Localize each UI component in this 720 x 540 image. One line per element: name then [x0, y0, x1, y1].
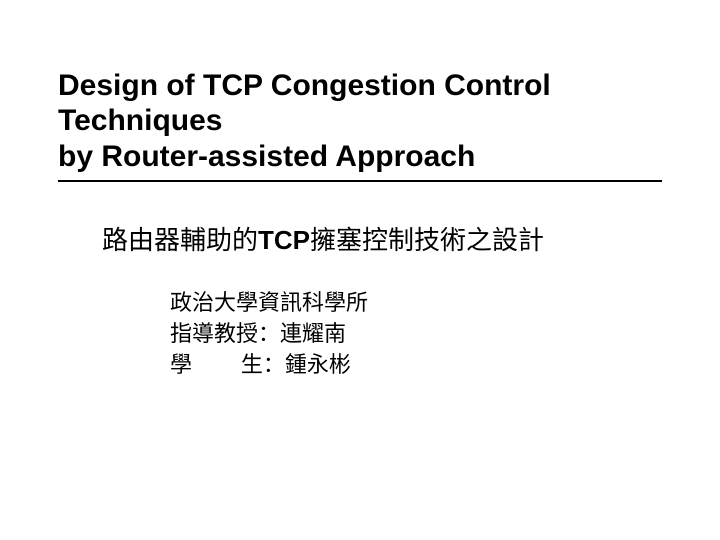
dept-line: 政治大學資訊科學所 — [170, 288, 662, 319]
title-line-3: by Router-assisted Approach — [58, 140, 475, 173]
subtitle-zh: 路由器輔助的TCP擁塞控制技術之設計 — [102, 224, 662, 258]
subtitle-prefix: 路由器輔助的 — [102, 225, 258, 255]
details-block: 政治大學資訊科學所 指導教授：連耀南 學 生：鍾永彬 — [170, 288, 662, 380]
slide: Design of TCP Congestion Control Techniq… — [0, 0, 720, 540]
title-line-2: Techniques — [58, 104, 222, 137]
title-block: Design of TCP Congestion Control Techniq… — [58, 68, 662, 182]
title-en: Design of TCP Congestion Control Techniq… — [58, 68, 662, 174]
title-line-1: Design of TCP Congestion Control — [58, 69, 551, 102]
subtitle-suffix: 擁塞控制技術之設計 — [310, 225, 544, 255]
subtitle-bold: TCP — [258, 225, 310, 255]
student-line: 學 生：鍾永彬 — [170, 350, 662, 381]
advisor-line: 指導教授：連耀南 — [170, 319, 662, 350]
